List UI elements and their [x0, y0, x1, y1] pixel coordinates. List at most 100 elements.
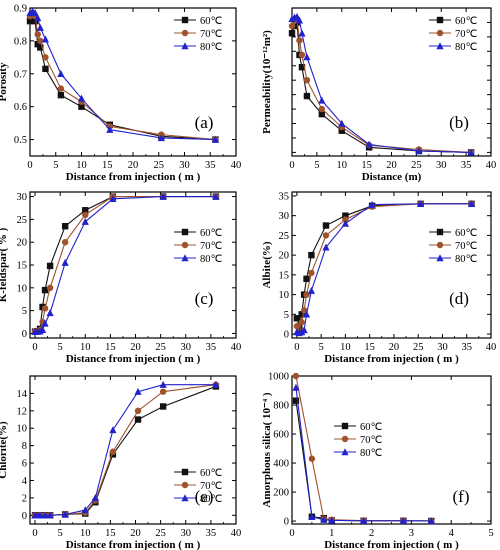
x-tick-label: 0	[289, 160, 294, 171]
data-point	[298, 64, 306, 71]
x-tick-label: 15	[105, 342, 116, 353]
data-point	[41, 319, 49, 327]
data-point	[134, 407, 142, 415]
data-point	[307, 286, 316, 294]
data-point	[427, 517, 435, 525]
data-point	[61, 223, 69, 230]
data-point	[77, 94, 86, 102]
x-tick-label: 20	[130, 528, 141, 539]
panel-label: (f)	[453, 487, 470, 506]
data-point	[342, 212, 349, 219]
chart-panel-a: 0 5 10 15 20 25 30 35 40 0.5 0.6 0.7 0.8 0.9 Distance …	[0, 4, 241, 184]
data-point	[295, 16, 304, 24]
x-tick-label: 35	[461, 160, 472, 171]
x-tick-label: 40	[231, 342, 242, 353]
legend-marker	[436, 42, 444, 50]
series-line-2	[291, 16, 472, 153]
x-axis-title: Distance from injection ( m )	[324, 539, 459, 550]
x-tick-label: 35	[461, 342, 472, 353]
legend-marker	[341, 448, 349, 456]
panel-label: (d)	[449, 289, 469, 308]
plot-frame	[29, 375, 237, 525]
data-point	[31, 17, 39, 25]
data-point	[300, 326, 308, 334]
legend-marker	[181, 16, 189, 24]
data-point	[360, 517, 368, 525]
x-tick-label: 20	[130, 342, 141, 353]
data-point	[159, 380, 167, 388]
data-point	[36, 23, 44, 31]
data-point	[42, 65, 49, 73]
legend-label: 80℃	[200, 42, 223, 53]
data-point	[61, 510, 69, 518]
y-tick-label: 0	[284, 517, 289, 528]
data-point	[322, 232, 330, 239]
data-point	[46, 284, 54, 292]
data-point	[292, 397, 300, 404]
y-tick-label: 0	[22, 511, 27, 522]
y-tick-label: 200	[273, 488, 289, 499]
legend-marker	[341, 435, 349, 443]
data-point	[57, 91, 65, 99]
y-tick-label: 0.6	[14, 102, 27, 113]
y-tick-label: 20	[17, 238, 28, 249]
legend-label: 60℃	[200, 468, 223, 479]
data-point	[298, 311, 305, 318]
data-point	[31, 9, 39, 17]
legend-marker	[181, 481, 189, 489]
panel-label: (c)	[195, 289, 214, 308]
y-tick-label: 6	[22, 459, 27, 470]
data-point	[300, 307, 308, 314]
legend-label: 70℃	[200, 481, 223, 492]
x-tick-label: 30	[179, 160, 190, 171]
x-tick-label: 25	[155, 342, 166, 353]
data-point	[34, 31, 41, 38]
legend-marker	[436, 29, 444, 37]
series-line-2	[35, 384, 216, 516]
data-point	[109, 426, 117, 434]
data-point	[81, 506, 89, 514]
data-point	[57, 85, 65, 92]
data-point	[308, 251, 315, 259]
x-tick-label: 20	[386, 160, 397, 171]
x-tick-label: 10	[80, 342, 91, 353]
x-tick-label: 25	[413, 342, 424, 353]
data-point	[159, 388, 167, 395]
x-tick-label: 10	[80, 528, 91, 539]
plot-frame	[291, 191, 492, 339]
data-point	[399, 517, 408, 525]
data-point	[26, 17, 34, 25]
data-point	[303, 92, 311, 100]
y-tick-label: 25	[17, 215, 28, 226]
data-point	[134, 416, 142, 423]
x-tick-label: 1	[329, 528, 334, 539]
x-tick-label: 0	[294, 342, 299, 353]
x-tick-label: 4	[449, 528, 455, 539]
x-tick-label: 40	[486, 160, 497, 171]
x-tick-label: 5	[58, 528, 63, 539]
y-tick-label: 30	[279, 211, 290, 222]
x-tick-label: 40	[231, 160, 242, 171]
y-tick-label: 2	[22, 493, 27, 504]
y-tick-label: 15	[279, 270, 290, 281]
x-tick-label: 0	[289, 528, 294, 539]
y-tick-label: 35	[279, 191, 290, 202]
y-axis-title: Porosity	[0, 62, 9, 101]
y-tick-label: 0	[284, 330, 289, 341]
x-tick-label: 10	[337, 160, 348, 171]
data-point	[91, 494, 99, 502]
legend-marker	[181, 42, 189, 50]
data-point	[288, 22, 296, 30]
y-tick-label: 0.9	[14, 4, 27, 15]
legend-marker	[341, 422, 349, 430]
x-tick-label: 5	[53, 160, 58, 171]
y-tick-label: 10	[279, 290, 290, 301]
x-axis-title: Distance from injection ( m )	[66, 539, 201, 550]
data-point	[61, 238, 69, 246]
legend-label: 80℃	[360, 448, 383, 459]
y-tick-label: 20	[279, 251, 290, 262]
data-point	[109, 195, 117, 203]
